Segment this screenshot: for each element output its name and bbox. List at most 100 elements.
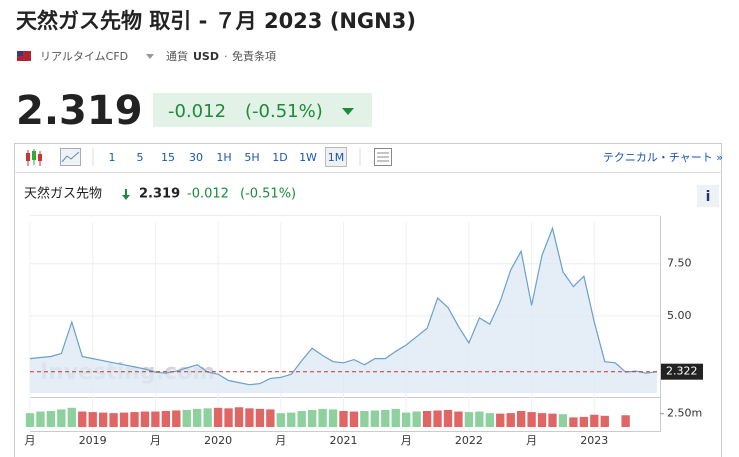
- info-button[interactable]: [697, 185, 719, 207]
- technical-chart-link[interactable]: テクニカル・チャート »: [603, 151, 723, 164]
- volume-bar: [276, 413, 285, 427]
- volume-bar: [537, 413, 547, 427]
- dropdown-arrow[interactable]: [146, 54, 154, 59]
- y-tick-label: 7.50: [667, 257, 692, 270]
- volume-bar: [349, 411, 359, 427]
- area-fill: [30, 228, 657, 393]
- volume-bar: [360, 411, 369, 427]
- x-tick-label: 2020: [204, 434, 232, 447]
- candle-icon[interactable]: [26, 149, 42, 166]
- chart-down-arrow: [122, 189, 130, 200]
- chart-change: -0.012: [187, 187, 229, 202]
- volume-bar: [318, 408, 327, 427]
- down-arrow: [342, 108, 354, 115]
- page-title: 天然ガス先物 取引 - ７月 2023 (NGN3): [16, 9, 416, 33]
- price-line: [29, 226, 658, 386]
- volume-bar: [569, 417, 578, 427]
- change-box: [153, 93, 372, 127]
- interval-button[interactable]: 5: [137, 151, 144, 164]
- interval-button[interactable]: 15: [161, 151, 175, 164]
- y-tick-label: 5.00: [667, 309, 692, 322]
- volume-bar: [245, 408, 254, 427]
- volume-bar: [140, 411, 150, 427]
- line-icon[interactable]: [60, 148, 81, 166]
- volume-bar: [464, 412, 474, 427]
- interval-button[interactable]: 1: [109, 151, 116, 164]
- volume-bar: [621, 415, 630, 427]
- x-tick-label: 2019: [79, 434, 107, 447]
- volume-bar: [339, 411, 348, 427]
- interval-button[interactable]: 1D: [272, 151, 287, 164]
- volume-tick-label: 2.50m: [667, 407, 702, 420]
- volume-bar: [57, 409, 66, 427]
- change: -0.012: [168, 101, 226, 122]
- x-tick-label: 2022: [455, 434, 483, 447]
- interval-button[interactable]: 1M: [328, 151, 345, 164]
- volume-bar: [307, 409, 317, 427]
- volume-bar: [496, 413, 505, 427]
- volume-bar: [391, 408, 400, 427]
- volume-bar: [600, 415, 609, 427]
- volume-bar: [78, 411, 87, 427]
- volume-bar: [402, 412, 411, 427]
- volume-bar: [370, 410, 380, 427]
- volume-bar: [297, 411, 306, 427]
- volume-bar: [161, 411, 171, 427]
- x-tick-label: 月: [25, 434, 36, 447]
- x-tick-label: 月: [275, 434, 286, 447]
- interval-button[interactable]: 5H: [244, 151, 259, 164]
- volume-bar: [590, 414, 599, 427]
- volume-bar: [527, 412, 536, 427]
- x-tick-label: 月: [526, 434, 537, 447]
- volume-bar: [193, 408, 202, 427]
- volume-bar: [412, 411, 421, 427]
- currency: USD: [193, 50, 219, 63]
- volume-bar: [328, 409, 338, 427]
- volume-bar: [119, 412, 129, 427]
- volume-bar: [88, 412, 97, 427]
- volume-bar: [433, 410, 442, 427]
- volume-bar: [475, 411, 484, 427]
- chart-frame: [14, 143, 722, 457]
- flag-icon: [17, 51, 31, 61]
- x-tick-label: 月: [401, 434, 412, 447]
- volume-bar: [548, 413, 557, 427]
- volume-bar: [130, 412, 139, 427]
- info-label[interactable]: i: [706, 189, 711, 205]
- change-pct: (-0.51%): [245, 101, 323, 122]
- table-icon[interactable]: [374, 148, 392, 166]
- last-price-label: 2.322: [666, 365, 698, 378]
- currency-label: 通貨: [166, 49, 188, 63]
- volume-bar: [454, 411, 463, 427]
- volume-bar: [381, 409, 390, 427]
- volume-bar: [67, 407, 76, 427]
- interval-button[interactable]: 1W: [299, 151, 317, 164]
- volume-bar: [234, 407, 244, 427]
- flag-canton: [17, 51, 23, 56]
- volume-bar: [213, 407, 223, 427]
- volume-bar: [485, 413, 494, 427]
- volume-bar: [36, 411, 45, 427]
- volume-bar: [255, 408, 265, 427]
- chart-price: 2.319: [139, 187, 180, 202]
- volume-bar: [422, 411, 432, 427]
- volume-bar: [443, 409, 453, 427]
- last-price-box: [661, 363, 703, 380]
- interval-button[interactable]: 30: [189, 151, 203, 164]
- volume-bar: [224, 408, 233, 427]
- volume-bar: [579, 416, 589, 427]
- disclaimer[interactable]: 免責条項: [232, 49, 276, 63]
- volume-bar: [266, 409, 275, 427]
- volume-bar: [516, 411, 526, 427]
- active-interval: [325, 147, 347, 167]
- volume-bar: [46, 411, 56, 427]
- volume-bar: [182, 409, 191, 427]
- interval-button[interactable]: 1H: [216, 151, 231, 164]
- source[interactable]: リアルタイムCFD: [40, 50, 128, 63]
- volume-bar: [506, 413, 515, 427]
- volume-bar: [25, 413, 35, 427]
- x-tick-label: 2023: [580, 434, 608, 447]
- separator: ·: [224, 50, 228, 63]
